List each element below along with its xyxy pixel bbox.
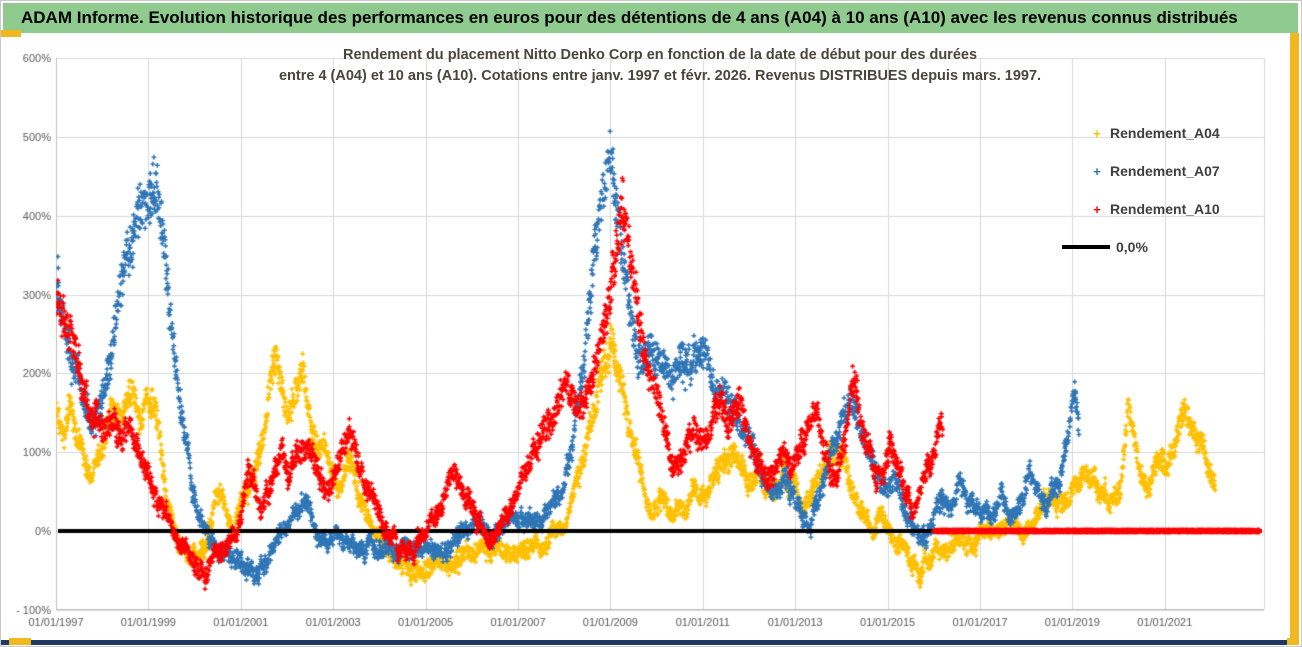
legend-item-rendement-a07[interactable]: + Rendement_A07 — [1084, 160, 1264, 182]
chart-legend: + Rendement_A04 + Rendement_A07 + Rendem… — [1062, 122, 1264, 258]
legend-label-a10: Rendement_A10 — [1110, 201, 1220, 217]
legend-item-rendement-a10[interactable]: + Rendement_A10 — [1084, 198, 1264, 220]
chart-title: Rendement du placement Nitto Denko Corp … — [56, 45, 1264, 87]
report-title-banner: ADAM Informe. Evolution historique des p… — [3, 3, 1298, 33]
plus-marker-icon: + — [1093, 125, 1101, 141]
gold-corner-bottom-left — [9, 638, 31, 645]
legend-item-zero-line[interactable]: 0,0% — [1062, 236, 1264, 258]
gold-right-border — [1290, 33, 1299, 640]
gold-corner-bottom-right — [1287, 638, 1299, 645]
plus-marker-icon: + — [1093, 163, 1101, 179]
legend-label-a04: Rendement_A04 — [1110, 125, 1220, 141]
zero-line-swatch-icon — [1062, 245, 1110, 249]
legend-label-a07: Rendement_A07 — [1110, 163, 1220, 179]
legend-item-rendement-a04[interactable]: + Rendement_A04 — [1084, 122, 1264, 144]
legend-label-zero: 0,0% — [1116, 239, 1148, 255]
chart-title-line-2: entre 4 (A04) et 10 ans (A10). Cotations… — [278, 68, 1042, 84]
report-title: ADAM Informe. Evolution historique des p… — [21, 8, 1238, 27]
chart-title-line-1: Rendement du placement Nitto Denko Corp … — [342, 47, 978, 63]
plus-marker-icon: + — [1093, 201, 1101, 217]
navy-bottom-border — [1, 640, 1287, 645]
gold-corner-top-left — [1, 30, 21, 37]
